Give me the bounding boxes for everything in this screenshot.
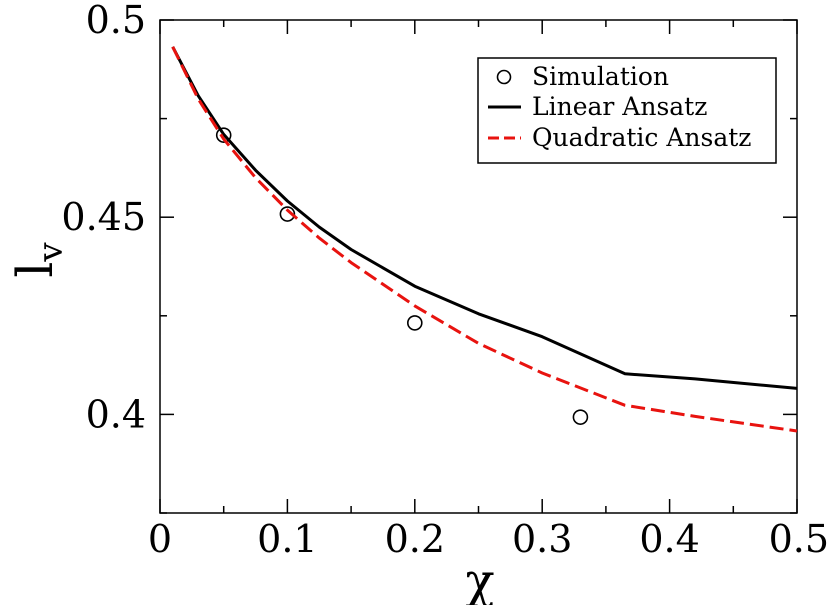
y-tick-label: 0.45: [61, 195, 146, 239]
simulation-point: [215, 127, 232, 143]
legend-simulation-marker: [496, 69, 512, 85]
linear-ansatz-line: [171, 46, 798, 390]
quadratic-ansatz-line: [171, 46, 798, 433]
x-axis-label: χ: [465, 553, 494, 605]
simulation-point: [406, 315, 423, 331]
x-tick-label: 0.3: [512, 517, 572, 561]
svg-text:lv: lv: [6, 242, 71, 278]
y-axis-label-base: l: [6, 262, 64, 278]
x-tick-label: 0.1: [257, 517, 317, 561]
legend: Simulation Linear Ansatz Quadratic Ansat…: [477, 57, 777, 164]
simulation-point: [572, 409, 589, 425]
y-axis-label: lv: [6, 242, 71, 278]
y-tick-label: 0.5: [86, 0, 146, 42]
y-tick-label: 0.4: [86, 392, 146, 436]
legend-linear-label: Linear Ansatz: [532, 92, 707, 121]
x-tick-label: 0.2: [385, 517, 445, 561]
x-tick-label: 0: [148, 517, 172, 561]
simulation-point: [279, 206, 296, 222]
legend-simulation-label: Simulation: [532, 62, 669, 91]
legend-box: [477, 57, 777, 164]
x-tick-label: 0.4: [639, 517, 699, 561]
y-axis-label-subscript: v: [31, 242, 71, 263]
x-tick-label: 0.5: [769, 517, 829, 561]
legend-quadratic-label: Quadratic Ansatz: [532, 123, 751, 152]
